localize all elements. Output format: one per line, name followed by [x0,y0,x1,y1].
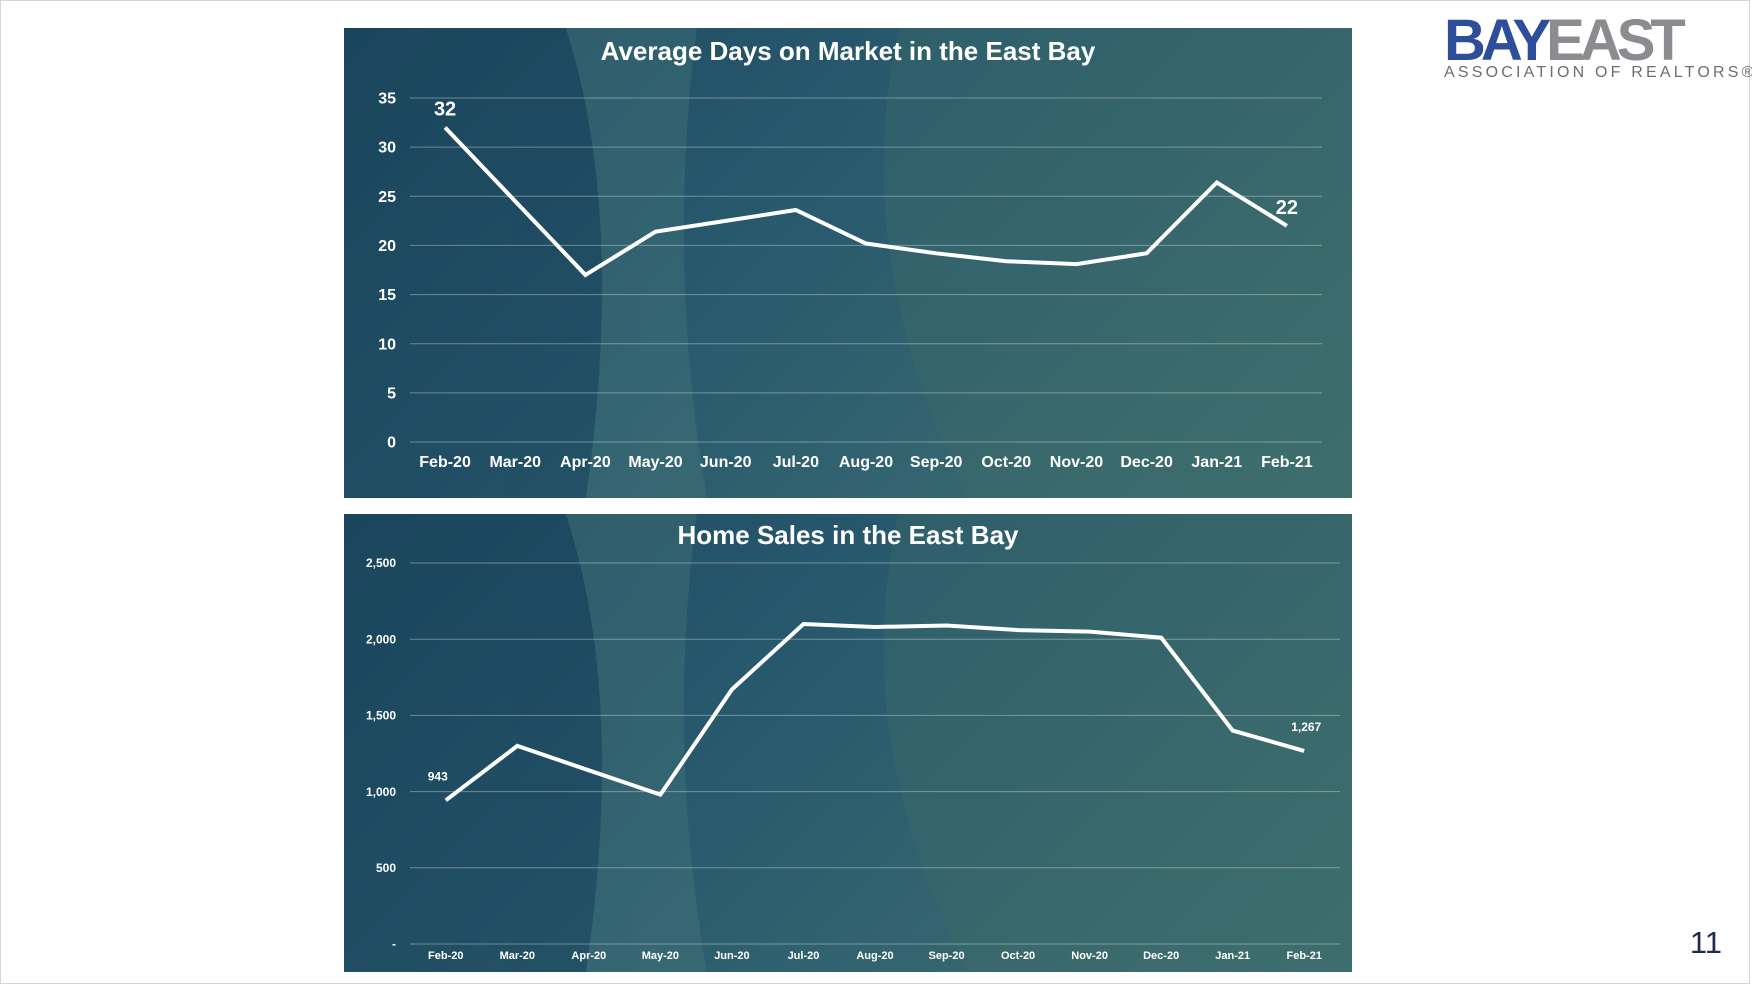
x-tick-label: Jun-20 [714,950,749,962]
x-tick-label: Feb-20 [428,950,463,962]
logo-bay: BAY [1444,8,1551,73]
chart-title: Home Sales in the East Bay [677,520,1019,550]
data-label: 22 [1276,197,1298,219]
page-number: 11 [1689,925,1722,960]
series-line [443,126,1288,278]
days-on-market-chart-svg: Average Days on Market in the East Bay 0 5… [344,28,1352,498]
x-tick-label: Aug-20 [839,454,893,471]
y-tick-label: 25 [378,189,396,206]
east-hills-land [883,28,1352,498]
y-tick-label: 30 [378,140,396,157]
x-tick-label: Jul-20 [773,454,819,471]
x-tick-label: Mar-20 [500,950,535,962]
x-tick-label: Mar-20 [489,454,541,471]
x-tick-label: Sep-20 [910,454,963,471]
y-tick-label: 20 [378,238,396,255]
x-tick-label: Jan-21 [1191,454,1242,471]
x-tick-label: Jul-20 [788,950,820,962]
data-label: 32 [434,98,456,120]
logo-wordmark: BAYEAST [1444,8,1686,74]
gridlines [410,562,1340,945]
gridlines [410,97,1322,443]
x-tick-label: Feb-21 [1286,950,1321,962]
x-tick-label: Oct-20 [1001,950,1035,962]
y-tick-label: 2,000 [366,632,396,646]
x-tick-label: May-20 [642,950,679,962]
x-tick-label: Apr-20 [571,950,606,962]
y-tick-label: 5 [387,385,396,402]
x-tick-label: Nov-20 [1050,454,1103,471]
y-tick-label: 1,000 [366,785,396,799]
logo-subtitle: ASSOCIATION OF REALTORS® [1444,64,1752,81]
water-area [344,28,627,498]
x-tick-label: Dec-20 [1143,950,1179,962]
days-on-market-chart: Average Days on Market in the East Bay 0 5… [344,28,1352,498]
y-tick-label: 15 [378,287,396,304]
y-tick-label: 0 [387,435,396,452]
water-area [344,514,627,972]
x-tick-label: Feb-20 [419,454,471,471]
y-tick-label: - [392,937,396,951]
map-texture [344,514,1352,972]
x-tick-label: Dec-20 [1120,454,1173,471]
x-tick-label: Jan-21 [1215,950,1250,962]
x-tick-label: Jun-20 [700,454,752,471]
data-label: 1,267 [1291,720,1321,734]
y-tick-label: 10 [378,336,396,353]
logo-east: EAST [1546,8,1686,73]
x-tick-label: Oct-20 [981,454,1031,471]
x-tick-label: Sep-20 [928,950,964,962]
peninsula-land [565,28,707,498]
x-tick-label: Nov-20 [1071,950,1108,962]
bayeast-logo: BAYEAST ASSOCIATION OF REALTORS® [1440,8,1752,88]
map-texture [344,28,1352,498]
y-tick-label: 500 [376,861,396,875]
home-sales-chart: Home Sales in the East Bay - 500 1,000 1,500… [344,514,1352,972]
y-tick-label: 1,500 [366,709,396,723]
x-tick-label: Feb-21 [1261,454,1313,471]
peninsula-land [565,514,707,972]
x-tick-label: May-20 [628,454,682,471]
x-tick-label: Apr-20 [560,454,611,471]
chart-title: Average Days on Market in the East Bay [601,36,1096,66]
y-tick-label: 2,500 [366,556,396,570]
y-tick-label: 35 [378,91,396,108]
home-sales-chart-svg: Home Sales in the East Bay - 500 1,000 1,500… [344,514,1352,972]
x-tick-label: Aug-20 [856,950,893,962]
data-label: 943 [428,769,448,783]
